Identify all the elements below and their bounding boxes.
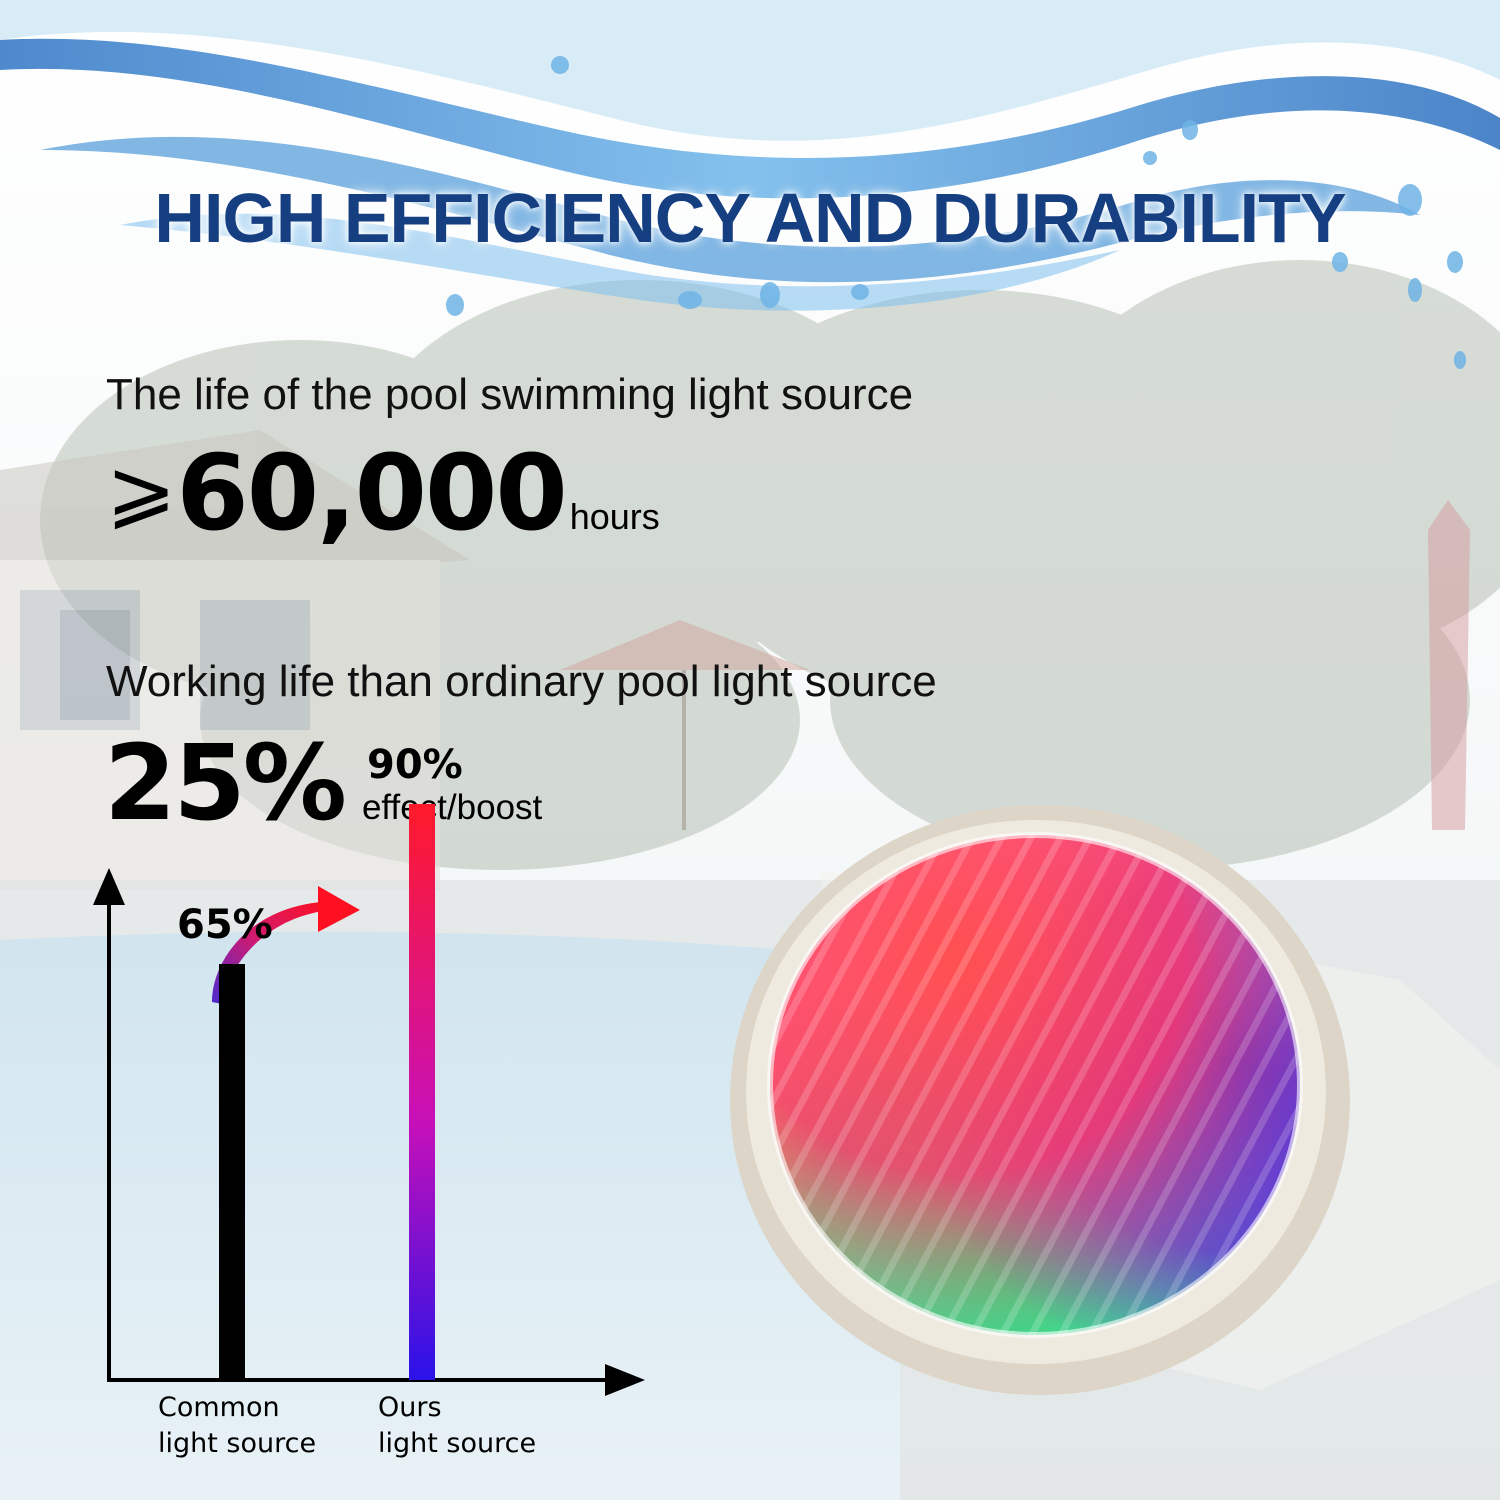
- lifetime-unit: hours: [569, 496, 660, 537]
- arrow-head-icon: [318, 886, 360, 932]
- boost-percent: 25%: [104, 722, 347, 844]
- x-axis-arrow-icon: [605, 1364, 645, 1396]
- lifetime-number: 60,000: [176, 432, 567, 554]
- greater-equal-symbol: ⩾: [106, 441, 177, 539]
- page-title: HIGH EFFICIENCY AND DURABILITY: [154, 179, 1346, 257]
- lifetime-label: The life of the pool swimming light sour…: [106, 370, 914, 419]
- category-label-ours: Ours light source: [378, 1392, 537, 1459]
- bar-ours: [409, 804, 435, 1380]
- boost-unit: effect/boost: [361, 788, 543, 827]
- bar-label-common: 65%: [177, 902, 273, 948]
- bar-common: [219, 964, 245, 1380]
- working-life-label: Working life than ordinary pool light so…: [106, 657, 937, 706]
- y-axis-arrow-icon: [93, 868, 125, 905]
- rgb-pool-light-icon: [730, 805, 1350, 1395]
- working-life-value: 25% effect/boost: [104, 722, 542, 844]
- bar-label-ours: 90%: [367, 742, 463, 788]
- category-label-common: Common light source: [158, 1392, 317, 1459]
- lifetime-value: ⩾60,000 hours: [106, 432, 660, 554]
